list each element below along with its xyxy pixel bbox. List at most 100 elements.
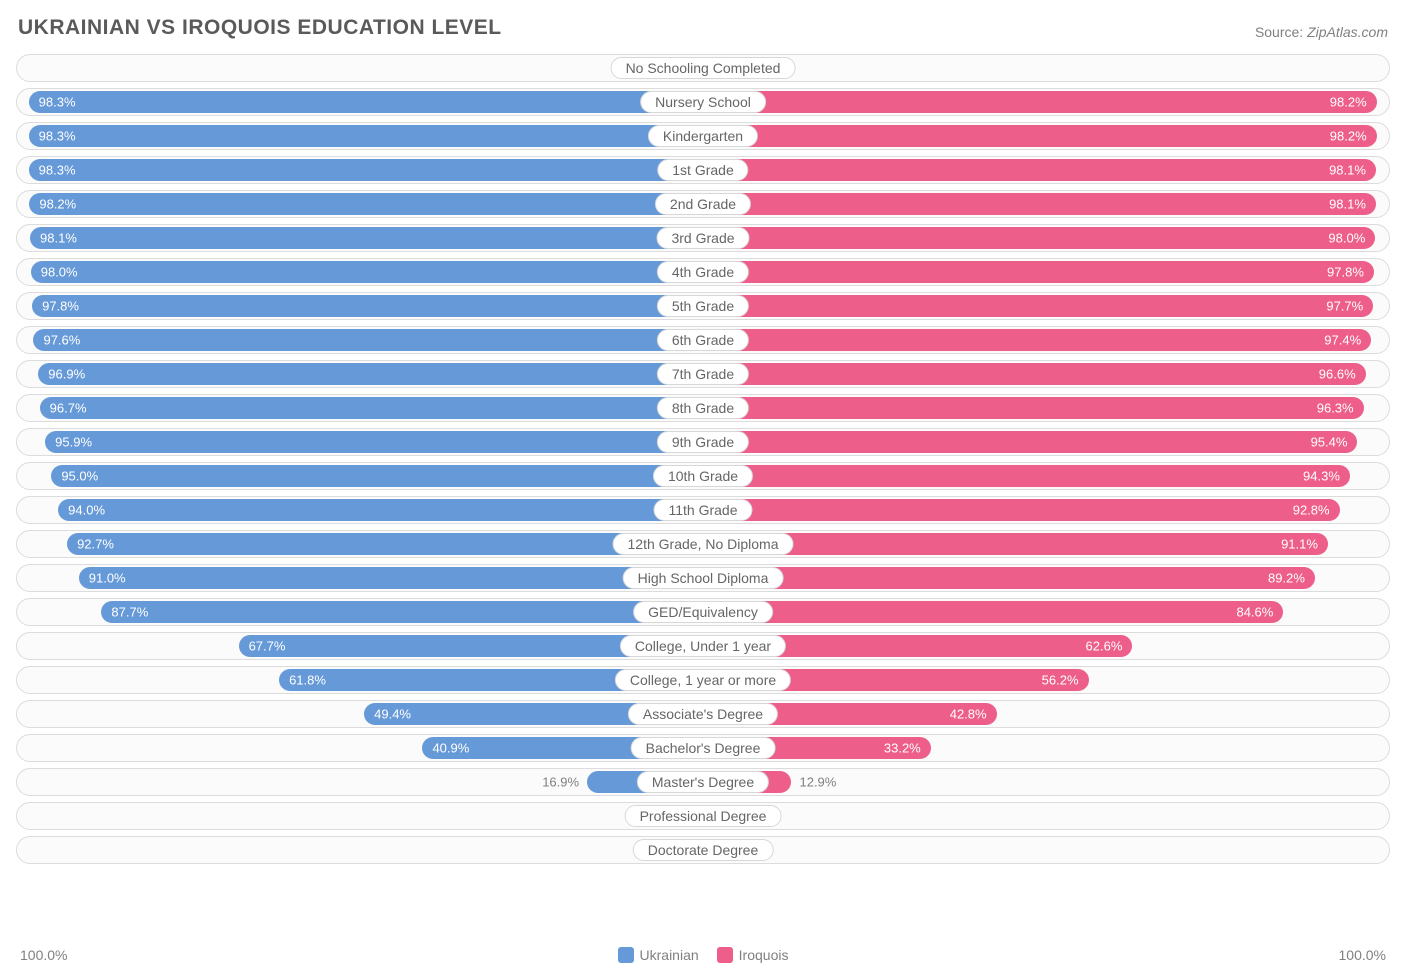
bar-left-value: 91.0% bbox=[89, 571, 126, 586]
legend-swatch-right bbox=[717, 947, 733, 963]
row-left-side: 40.9% bbox=[17, 735, 703, 761]
row-right-side: 91.1% bbox=[703, 531, 1389, 557]
row-category-label: 11th Grade bbox=[653, 499, 752, 521]
row-category-label: 8th Grade bbox=[657, 397, 749, 419]
bar-right-value: 98.2% bbox=[1330, 129, 1367, 144]
chart-row: 96.7% 96.3%8th Grade bbox=[16, 394, 1390, 422]
chart-row: 95.9%95.4%9th Grade bbox=[16, 428, 1390, 456]
row-right-side: 95.4% bbox=[703, 429, 1389, 455]
row-right-side: 96.3% bbox=[703, 395, 1389, 421]
row-right-side: 92.8% bbox=[703, 497, 1389, 523]
legend-label-right: Iroquois bbox=[739, 947, 789, 963]
bar-right-value: 98.1% bbox=[1329, 197, 1366, 212]
bar-left-value: 98.2% bbox=[39, 197, 76, 212]
row-category-label: 12th Grade, No Diploma bbox=[613, 533, 794, 555]
chart-title: UKRAINIAN VS IROQUOIS EDUCATION LEVEL bbox=[18, 16, 502, 40]
chart-row: 97.8%97.7%5th Grade bbox=[16, 292, 1390, 320]
bar-left: 98.3% bbox=[29, 125, 703, 147]
chart-row: 92.7% 91.1%12th Grade, No Diploma bbox=[16, 530, 1390, 558]
row-left-side: 98.1% bbox=[17, 225, 703, 251]
chart-row: 94.0% 92.8% 11th Grade bbox=[16, 496, 1390, 524]
bar-right-value: 12.9% bbox=[791, 775, 836, 790]
chart-source: Source: ZipAtlas.com bbox=[1255, 24, 1388, 40]
bar-left-value: 94.0% bbox=[68, 503, 105, 518]
chart-row: 91.0%89.2%High School Diploma bbox=[16, 564, 1390, 592]
row-left-side: 98.0% bbox=[17, 259, 703, 285]
bar-right-value: 98.0% bbox=[1328, 231, 1365, 246]
bar-right: 97.8% bbox=[703, 261, 1374, 283]
chart-row: 61.8%56.2%College, 1 year or more bbox=[16, 666, 1390, 694]
source-label: Source: bbox=[1255, 24, 1303, 40]
row-right-side: 62.6% bbox=[703, 633, 1389, 659]
bar-right: 97.4% bbox=[703, 329, 1371, 351]
row-category-label: 10th Grade bbox=[653, 465, 753, 487]
bar-right: 92.8% bbox=[703, 499, 1340, 521]
bar-left-value: 61.8% bbox=[289, 673, 326, 688]
bar-left-value: 98.1% bbox=[40, 231, 77, 246]
chart-row: 98.3%98.1%1st Grade bbox=[16, 156, 1390, 184]
bar-right: 98.1% bbox=[703, 193, 1376, 215]
chart-row: 98.0% 97.8%4th Grade bbox=[16, 258, 1390, 286]
bar-right-value: 56.2% bbox=[1042, 673, 1079, 688]
row-right-side: 89.2% bbox=[703, 565, 1389, 591]
bar-left-value: 96.7% bbox=[50, 401, 87, 416]
row-right-side: 97.7% bbox=[703, 293, 1389, 319]
legend-item-left: Ukrainian bbox=[618, 947, 699, 963]
bar-right-value: 92.8% bbox=[1293, 503, 1330, 518]
bar-left-value: 92.7% bbox=[77, 537, 114, 552]
row-left-side: 97.6% bbox=[17, 327, 703, 353]
bar-left: 91.0% bbox=[79, 567, 703, 589]
bar-left: 97.6% bbox=[33, 329, 703, 351]
bar-left: 98.2% bbox=[29, 193, 703, 215]
row-right-side: 42.8% bbox=[703, 701, 1389, 727]
bar-right: 97.7% bbox=[703, 295, 1373, 317]
row-left-side: 5.1% bbox=[17, 803, 703, 829]
bar-right-value: 96.6% bbox=[1319, 367, 1356, 382]
bar-left: 96.7% bbox=[40, 397, 703, 419]
bar-left-value: 49.4% bbox=[374, 707, 411, 722]
row-category-label: Associate's Degree bbox=[628, 703, 778, 725]
bar-left-value: 96.9% bbox=[48, 367, 85, 382]
row-right-side: 94.3% bbox=[703, 463, 1389, 489]
row-right-side: 98.1% bbox=[703, 191, 1389, 217]
bar-right-value: 89.2% bbox=[1268, 571, 1305, 586]
bar-right: 91.1% bbox=[703, 533, 1328, 555]
row-left-side: 1.8% bbox=[17, 55, 703, 81]
bar-left: 98.1% bbox=[30, 227, 703, 249]
chart-row: 1.8%1.9%No Schooling Completed bbox=[16, 54, 1390, 82]
row-left-side: 92.7% bbox=[17, 531, 703, 557]
row-right-side: 3.7% bbox=[703, 803, 1389, 829]
row-right-side: 98.2% bbox=[703, 89, 1389, 115]
legend-item-right: Iroquois bbox=[717, 947, 789, 963]
chart-row: 98.1%98.0%3rd Grade bbox=[16, 224, 1390, 252]
bar-left: 98.3% bbox=[29, 91, 703, 113]
row-category-label: 9th Grade bbox=[657, 431, 749, 453]
row-category-label: 7th Grade bbox=[657, 363, 749, 385]
row-right-side: 1.6% bbox=[703, 837, 1389, 863]
row-right-side: 98.1% bbox=[703, 157, 1389, 183]
bar-left-value: 98.0% bbox=[41, 265, 78, 280]
bar-right-value: 84.6% bbox=[1236, 605, 1273, 620]
bar-left-value: 97.6% bbox=[43, 333, 80, 348]
row-category-label: 1st Grade bbox=[657, 159, 748, 181]
row-right-side: 12.9% bbox=[703, 769, 1389, 795]
row-category-label: 4th Grade bbox=[657, 261, 749, 283]
row-category-label: No Schooling Completed bbox=[611, 57, 796, 79]
bar-right-value: 97.7% bbox=[1326, 299, 1363, 314]
bar-left: 87.7% bbox=[101, 601, 703, 623]
education-diverging-chart: UKRAINIAN VS IROQUOIS EDUCATION LEVEL So… bbox=[0, 0, 1406, 975]
row-category-label: 6th Grade bbox=[657, 329, 749, 351]
row-category-label: Bachelor's Degree bbox=[631, 737, 776, 759]
chart-row: 96.9% 96.6% 7th Grade bbox=[16, 360, 1390, 388]
row-category-label: GED/Equivalency bbox=[633, 601, 773, 623]
bar-right-value: 94.3% bbox=[1303, 469, 1340, 484]
row-left-side: 98.3% bbox=[17, 123, 703, 149]
chart-legend: Ukrainian Iroquois bbox=[618, 947, 789, 963]
row-right-side: 97.8% bbox=[703, 259, 1389, 285]
chart-row: 87.7% 84.6% GED/Equivalency bbox=[16, 598, 1390, 626]
bar-right-value: 42.8% bbox=[950, 707, 987, 722]
row-category-label: 2nd Grade bbox=[655, 193, 751, 215]
row-left-side: 95.9% bbox=[17, 429, 703, 455]
row-left-side: 61.8% bbox=[17, 667, 703, 693]
row-right-side: 98.0% bbox=[703, 225, 1389, 251]
